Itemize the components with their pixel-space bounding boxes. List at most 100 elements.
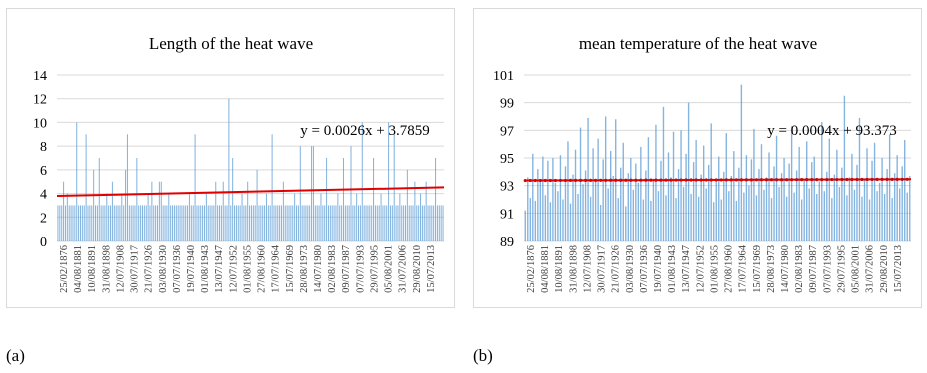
bar: [324, 205, 326, 241]
bar: [584, 170, 587, 241]
bar: [188, 193, 190, 241]
bar: [350, 146, 352, 241]
bar: [136, 158, 138, 241]
bar: [851, 153, 853, 241]
bar: [307, 205, 309, 241]
x-tick-label: 13/07/1947: [214, 245, 225, 293]
bar: [891, 198, 893, 241]
bar: [294, 193, 296, 241]
x-tick-label: 04/08/1881: [540, 245, 551, 293]
bar: [91, 205, 93, 241]
x-tick-label: 05/08/2001: [851, 245, 862, 293]
bar: [269, 205, 271, 241]
bar: [780, 173, 783, 241]
bar: [841, 167, 843, 241]
x-tick-label: 17/07/1964: [271, 244, 282, 293]
bar: [299, 146, 301, 241]
bar: [680, 130, 682, 241]
bar: [793, 192, 795, 241]
bar: [745, 155, 748, 241]
bar: [800, 199, 803, 241]
bar: [423, 205, 425, 241]
bar: [715, 180, 717, 241]
bar: [627, 173, 629, 241]
bar: [241, 193, 243, 241]
bar: [635, 163, 637, 241]
bar: [106, 193, 108, 241]
bar: [539, 180, 542, 241]
y-tick-label: 91: [500, 207, 514, 222]
bar: [846, 195, 848, 241]
bar: [871, 160, 873, 241]
x-tick-label: 17/07/1964: [738, 244, 749, 293]
bar: [547, 160, 549, 241]
bar: [217, 205, 219, 241]
bar: [267, 205, 269, 241]
bar: [592, 148, 594, 241]
bar: [222, 181, 224, 241]
bar: [808, 188, 810, 241]
bar: [401, 205, 403, 241]
bar: [410, 205, 412, 241]
bar: [327, 205, 329, 241]
bar: [344, 205, 346, 241]
bar: [185, 205, 187, 241]
bar: [388, 122, 390, 241]
length-chart-svg: Length of the heat wave 0 2 4 6 8 10 12 14 y = 0.…: [33, 34, 445, 293]
y-tick-label: 6: [40, 164, 47, 179]
bar: [64, 205, 66, 241]
y-tick-label: 8: [40, 140, 47, 155]
bar: [720, 199, 722, 241]
bar: [85, 134, 87, 241]
bar: [277, 205, 279, 241]
x-tick-label: 07/07/1936: [639, 245, 650, 293]
bar: [202, 205, 204, 241]
bar: [579, 127, 582, 241]
bar: [155, 205, 157, 241]
bar: [778, 187, 780, 241]
bar: [687, 102, 690, 242]
bar: [237, 205, 239, 241]
bar: [318, 205, 320, 241]
x-tick-label: 02/08/1983: [327, 245, 338, 293]
bar: [200, 205, 202, 241]
x-tick-label: 03/08/1930: [625, 245, 636, 293]
x-tick-label: 28/08/1973: [766, 245, 777, 293]
x-tick-label: 15/07/1969: [752, 245, 763, 293]
bar: [404, 205, 407, 241]
chart-panel-length: Length of the heat wave 0 2 4 6 8 10 12 14 y = 0.…: [6, 8, 455, 308]
bar: [177, 205, 179, 241]
bar: [187, 205, 189, 241]
bar: [273, 205, 275, 241]
bar: [728, 191, 730, 241]
bar: [414, 181, 416, 241]
bar: [215, 181, 217, 241]
x-tick-label: 14/07/1980: [780, 245, 791, 293]
bar: [740, 84, 743, 241]
bar: [162, 205, 164, 241]
bar: [339, 205, 341, 241]
bar: [652, 178, 655, 241]
bar: [436, 205, 438, 241]
x-tick-label: 13/07/1947: [681, 245, 692, 293]
bar: [380, 193, 382, 241]
x-tick-label: 19/07/1940: [653, 245, 664, 293]
bar: [816, 193, 818, 241]
bar: [371, 205, 373, 241]
bar: [172, 205, 174, 241]
x-tick-label: 10/08/1891: [87, 245, 98, 293]
bar: [612, 175, 614, 241]
bar: [280, 205, 283, 241]
bar: [286, 205, 288, 241]
bar: [785, 196, 788, 241]
bar: [642, 199, 645, 241]
bar: [74, 205, 76, 241]
x-tick-label: 09/07/1987: [808, 245, 819, 293]
bar: [695, 140, 697, 241]
bar: [868, 199, 871, 241]
bar: [406, 169, 408, 241]
bar: [239, 205, 241, 241]
bar: [442, 205, 444, 241]
bar: [843, 95, 846, 241]
bar: [249, 205, 251, 241]
